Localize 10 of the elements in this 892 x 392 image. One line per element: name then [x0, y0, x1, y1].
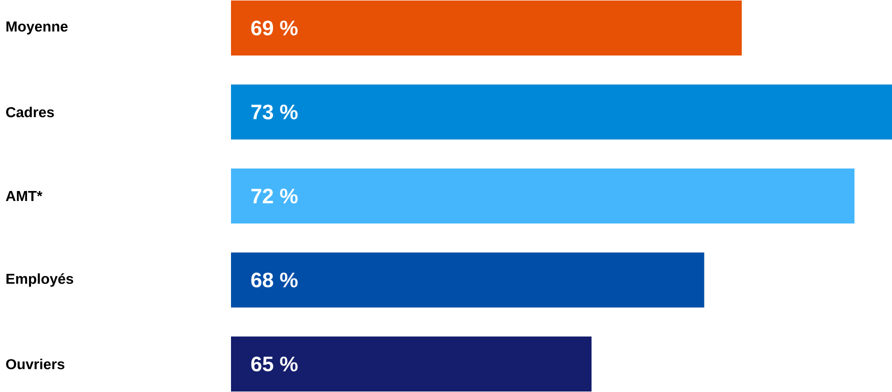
data-label: 69 % [251, 20, 298, 36]
data-label: 72 % [251, 188, 298, 204]
y-tick-label: AMT* [6, 191, 42, 201]
y-tick-label: Cadres [6, 106, 54, 118]
y-tick-label: Employés [6, 273, 74, 287]
data-label: 65 % [251, 356, 298, 372]
y-tick-label: Ouvriers [6, 358, 64, 370]
data-label: 73 % [251, 104, 298, 120]
y-tick-label: Moyenne [6, 22, 68, 34]
data-label: 68 % [251, 272, 298, 288]
